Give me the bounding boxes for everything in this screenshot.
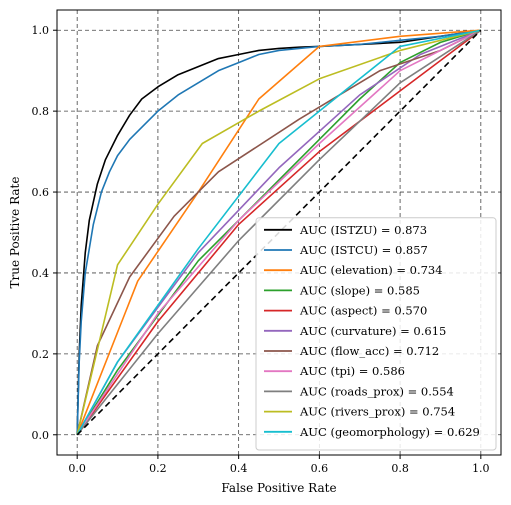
- legend-entry: AUC (curvature) = 0.615: [299, 324, 446, 338]
- series-line-7: [76, 29, 482, 436]
- plot-area: [76, 29, 482, 436]
- legend-entry: AUC (roads_prox) = 0.554: [299, 384, 454, 398]
- y-tick-label: 0.4: [32, 267, 50, 280]
- series-line-3: [76, 29, 482, 436]
- series-line-6: [76, 29, 482, 435]
- x-tick-label: 0.4: [230, 462, 248, 475]
- series-line-1: [76, 29, 481, 435]
- series-line-8: [76, 29, 482, 436]
- y-tick-label: 0.6: [32, 186, 50, 199]
- plot-frame: [56, 9, 502, 456]
- x-tick-label: 0.8: [391, 462, 409, 475]
- legend: AUC (ISTZU) = 0.873 AUC (ISTCU) = 0.857 AU…: [255, 217, 497, 451]
- series-line-4: [76, 29, 482, 436]
- series-line-2: [76, 29, 481, 436]
- series-line-10: [76, 29, 481, 436]
- y-tick-label: 0.0: [32, 429, 50, 442]
- y-tick-label: 0.8: [32, 105, 50, 118]
- legend-entry: AUC (slope) = 0.585: [299, 283, 420, 297]
- x-tick-label: 0.0: [68, 462, 86, 475]
- legend-box: [255, 217, 497, 451]
- y-axis: 0.0 0.2 0.4 0.6 0.8 1.0: [32, 24, 57, 442]
- legend-entry: AUC (ISTCU) = 0.857: [299, 243, 428, 257]
- series-line-9: [76, 29, 482, 435]
- x-tick-label: 0.6: [311, 462, 329, 475]
- legend-entry: AUC (elevation) = 0.734: [299, 263, 443, 277]
- x-axis-label: False Positive Rate: [221, 481, 336, 495]
- legend-entry: AUC (flow_acc) = 0.712: [299, 344, 439, 358]
- legend-entry: AUC (aspect) = 0.570: [299, 304, 427, 318]
- y-tick-label: 1.0: [32, 24, 50, 37]
- x-tick-label: 0.2: [149, 462, 167, 475]
- x-axis: 0.0 0.2 0.4 0.6 0.8 1.0: [68, 455, 490, 475]
- x-tick-label: 1.0: [472, 462, 490, 475]
- legend-entry: AUC (tpi) = 0.586: [299, 364, 405, 378]
- y-axis-label: True Positive Rate: [8, 177, 22, 289]
- legend-entry: AUC (ISTZU) = 0.873: [299, 223, 427, 237]
- legend-entry: AUC (geomorphology) = 0.629: [299, 425, 480, 439]
- y-tick-label: 0.2: [32, 348, 50, 361]
- legend-entry: AUC (rivers_prox) = 0.754: [299, 405, 455, 419]
